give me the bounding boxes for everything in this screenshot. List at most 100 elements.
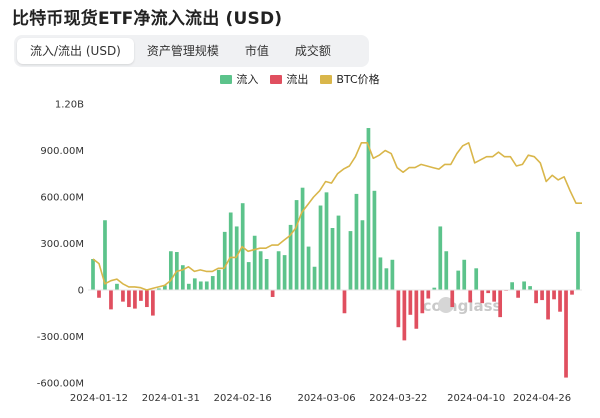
outflow-bar bbox=[420, 290, 425, 314]
inflow-bar bbox=[276, 251, 281, 290]
inflow-bar bbox=[294, 200, 299, 290]
x-tick-label: 2024-03-06 bbox=[297, 393, 355, 404]
inflow-bar bbox=[192, 278, 197, 290]
outflow-bar bbox=[552, 290, 556, 300]
tab-aum[interactable]: 资产管理规模 bbox=[146, 44, 219, 58]
inflow-bar bbox=[264, 259, 269, 290]
inflow-bar bbox=[576, 231, 580, 290]
inflow-bar bbox=[348, 231, 353, 290]
y-tick-label: 300.00M bbox=[40, 239, 84, 250]
inflow-bar bbox=[198, 281, 203, 290]
tab-bar: 流入/流出 (USD) 资产管理规模 市值 成交额 bbox=[14, 35, 369, 67]
inflow-bar bbox=[510, 282, 514, 290]
x-tick-label: 2024-04-26 bbox=[513, 393, 571, 404]
outflow-bar bbox=[97, 290, 101, 298]
x-tick-label: 2024-03-22 bbox=[369, 393, 427, 404]
y-tick-label: -600.00M bbox=[37, 379, 84, 390]
inflow-bar bbox=[288, 224, 293, 290]
inflow-bar bbox=[103, 220, 107, 290]
outflow-bar bbox=[127, 290, 131, 308]
inflow-bar bbox=[258, 251, 263, 290]
y-tick-label: 900.00M bbox=[40, 146, 84, 157]
inflow-bar bbox=[522, 281, 526, 290]
legend-btc[interactable]: BTC价格 bbox=[320, 71, 380, 87]
outflow-bar bbox=[498, 290, 503, 318]
legend-outflow[interactable]: 流出 bbox=[270, 71, 308, 87]
inflow-bar bbox=[210, 276, 215, 290]
x-tick-label: 2024-01-31 bbox=[142, 393, 200, 404]
y-tick-label: 600.00M bbox=[40, 193, 84, 204]
legend-inflow[interactable]: 流入 bbox=[220, 71, 258, 87]
inflow-bar bbox=[378, 257, 383, 290]
inflow-bar bbox=[300, 187, 305, 290]
tab-volume[interactable]: 成交额 bbox=[294, 44, 331, 58]
outflow-bar bbox=[133, 290, 137, 309]
inflow-bar bbox=[222, 231, 227, 290]
inflow-bar bbox=[462, 259, 467, 290]
inflow-bar bbox=[360, 220, 365, 290]
inflow-bar bbox=[318, 205, 323, 290]
inflow-bar bbox=[186, 283, 191, 290]
chart-legend: 流入 流出 BTC价格 bbox=[0, 71, 600, 87]
x-tick-label: 2024-04-10 bbox=[447, 393, 505, 404]
inflow-bar bbox=[246, 262, 251, 290]
legend-btc-label: BTC价格 bbox=[336, 73, 380, 86]
legend-btc-swatch bbox=[320, 74, 333, 84]
outflow-bar bbox=[270, 290, 275, 297]
outflow-bar bbox=[139, 290, 143, 301]
inflow-bar bbox=[474, 268, 479, 290]
inflow-bar bbox=[438, 226, 443, 290]
legend-outflow-label: 流出 bbox=[286, 73, 309, 86]
inflow-bar bbox=[528, 286, 532, 290]
legend-outflow-swatch bbox=[270, 74, 283, 84]
outflow-bar bbox=[342, 290, 347, 314]
outflow-bar bbox=[468, 290, 473, 303]
outflow-bar bbox=[151, 290, 155, 316]
inflow-bar bbox=[354, 193, 359, 290]
y-tick-label: 0 bbox=[78, 286, 84, 297]
inflow-bar bbox=[372, 190, 377, 290]
outflow-bar bbox=[492, 290, 497, 302]
outflow-bar bbox=[516, 290, 520, 298]
outflow-bar bbox=[426, 290, 431, 299]
outflow-bar bbox=[396, 290, 401, 328]
tab-flows[interactable]: 流入/流出 (USD) bbox=[17, 38, 134, 64]
watermark: coinglass bbox=[423, 297, 502, 315]
outflow-bar bbox=[145, 290, 149, 308]
inflow-bar bbox=[115, 283, 119, 290]
x-tick-label: 2024-01-12 bbox=[70, 393, 128, 404]
inflow-bar bbox=[456, 270, 461, 290]
outflow-bar bbox=[546, 290, 550, 320]
btc-price-line bbox=[92, 142, 582, 291]
outflow-bar bbox=[564, 290, 568, 378]
legend-inflow-label: 流入 bbox=[236, 73, 259, 86]
page-title: 比特币现货ETF净流入流出 (USD) bbox=[12, 9, 283, 29]
inflow-bar bbox=[204, 281, 209, 290]
outflow-bar bbox=[402, 290, 407, 341]
inflow-bar bbox=[282, 255, 287, 290]
tab-market-cap[interactable]: 市值 bbox=[244, 44, 269, 58]
inflow-bar bbox=[330, 228, 335, 290]
watermark-logo bbox=[438, 297, 454, 313]
outflow-bar bbox=[450, 290, 455, 308]
inflow-bar bbox=[432, 287, 437, 290]
inflow-bar bbox=[324, 192, 329, 290]
inflow-bar bbox=[234, 226, 239, 290]
inflow-bar bbox=[252, 235, 257, 290]
outflow-bar bbox=[408, 290, 413, 315]
inflow-bar bbox=[390, 259, 395, 290]
y-tick-label: -300.00M bbox=[37, 332, 84, 343]
inflow-bar bbox=[157, 288, 161, 290]
y-tick-label: 1.20B bbox=[55, 100, 84, 111]
outflow-bar bbox=[540, 290, 544, 301]
inflow-bar bbox=[180, 265, 185, 290]
outflow-bar bbox=[558, 290, 562, 312]
outflow-bar bbox=[109, 290, 113, 310]
inflow-bar bbox=[216, 269, 221, 290]
inflow-bar bbox=[312, 266, 317, 290]
inflow-bar bbox=[336, 215, 341, 290]
outflow-bar bbox=[414, 290, 419, 329]
inflow-bar bbox=[162, 285, 167, 290]
inflow-bar bbox=[366, 128, 371, 290]
